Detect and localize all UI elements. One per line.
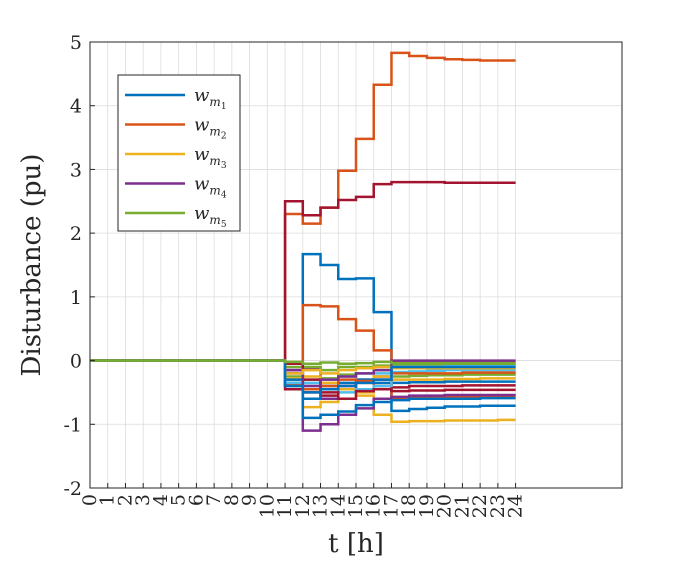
legend-label-3: wm3 [194, 144, 227, 171]
legend-label-4: wm4 [194, 174, 227, 201]
x-tick-label: 13 [310, 494, 332, 518]
x-tick-label: 10 [256, 494, 278, 518]
x-axis-label: t [h] [328, 529, 384, 559]
x-tick-label: 5 [168, 494, 190, 506]
x-tick-label: 17 [380, 494, 402, 518]
series-group [90, 51, 516, 432]
x-tick-label: 20 [434, 494, 456, 518]
y-tick-label: -2 [63, 478, 82, 500]
y-tick-label: -1 [63, 414, 82, 436]
x-tick-label: 7 [203, 494, 225, 506]
x-tick-label: 3 [132, 494, 154, 506]
y-tick-labels: 5 4 3 2 1 0 -1 -2 [63, 32, 95, 500]
x-tick-label: 12 [292, 494, 314, 518]
legend-label-5: wm5 [194, 203, 227, 230]
x-tick-label: 18 [398, 494, 420, 518]
series-line-21 [90, 359, 516, 366]
x-tick-label: 9 [239, 494, 261, 506]
x-tick-label: 22 [469, 494, 491, 518]
x-tick-label: 4 [150, 494, 172, 506]
x-tick-label: 16 [363, 494, 385, 518]
x-tick-label: 2 [114, 494, 136, 506]
x-tick-label: 8 [221, 494, 243, 506]
x-tick-label: 14 [327, 494, 349, 518]
y-tick-label: 3 [70, 159, 82, 181]
x-tick-label: 23 [487, 494, 509, 518]
x-tick-label: 15 [345, 494, 367, 518]
y-tick-label: 4 [70, 96, 82, 118]
legend-label-2: wm2 [194, 115, 227, 142]
y-tick-label: 2 [70, 223, 82, 245]
x-tick-label: 24 [505, 494, 527, 518]
y-tick-label: 5 [70, 32, 82, 54]
x-tick-label: 19 [416, 494, 438, 518]
y-tick-label: 0 [70, 351, 82, 373]
x-tick-label: 1 [97, 494, 119, 506]
legend-label-1: wm1 [194, 85, 227, 112]
x-tick-label: 6 [185, 494, 207, 506]
x-tick-label: 0 [79, 494, 101, 506]
y-axis-label: Disturbance (pu) [17, 154, 47, 377]
x-tick-label: 11 [274, 494, 296, 518]
x-tick-label: 21 [451, 494, 473, 518]
y-tick-label: 1 [70, 287, 82, 309]
